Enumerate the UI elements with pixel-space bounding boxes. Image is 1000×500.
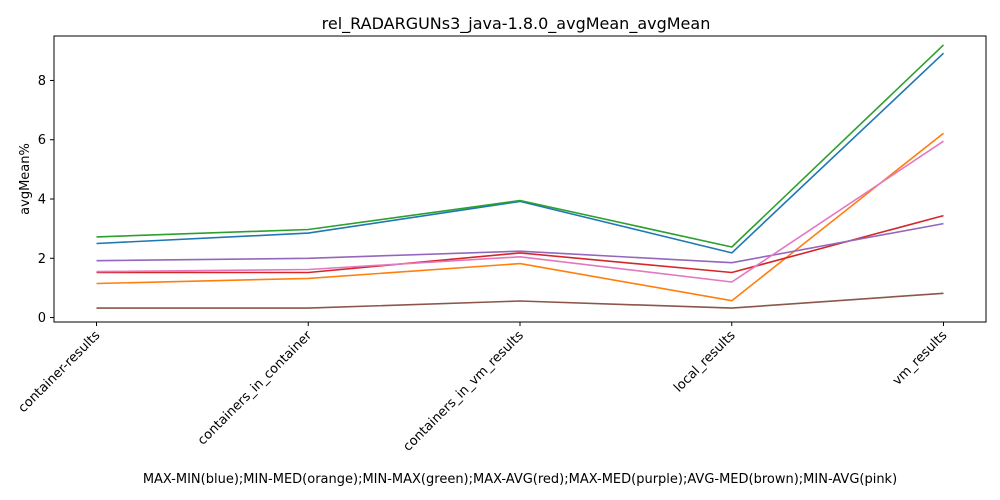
y-tick-label: 4 [38, 193, 46, 208]
x-tick-label: containers_in_vm_results [401, 328, 527, 454]
x-tick-label: container-results [16, 328, 104, 416]
x-tick-label: containers_in_container [195, 328, 316, 449]
series-line-6 [96, 140, 944, 283]
series-line-2 [96, 44, 945, 248]
y-tick-label: 6 [38, 133, 46, 148]
plot-area [96, 44, 945, 309]
series-line-5 [96, 292, 944, 309]
x-tick-label: vm_results [890, 328, 951, 389]
chart-title: rel_RADARGUNs3_java-1.8.0_avgMean_avgMea… [322, 14, 711, 34]
series-line-4 [96, 222, 944, 264]
y-axis-label: avgMean% [18, 143, 33, 215]
y-tick-label: 0 [38, 311, 46, 326]
x-axis-label: MAX-MIN(blue);MIN-MED(orange);MIN-MAX(gr… [143, 472, 897, 487]
y-tick-label: 8 [38, 74, 46, 89]
plot-frame [53, 35, 987, 323]
series-line-3 [96, 214, 944, 274]
series-line-1 [96, 132, 944, 302]
y-tick-label: 2 [38, 252, 46, 267]
x-tick-label: local_results [671, 328, 739, 396]
series-line-0 [96, 52, 945, 254]
